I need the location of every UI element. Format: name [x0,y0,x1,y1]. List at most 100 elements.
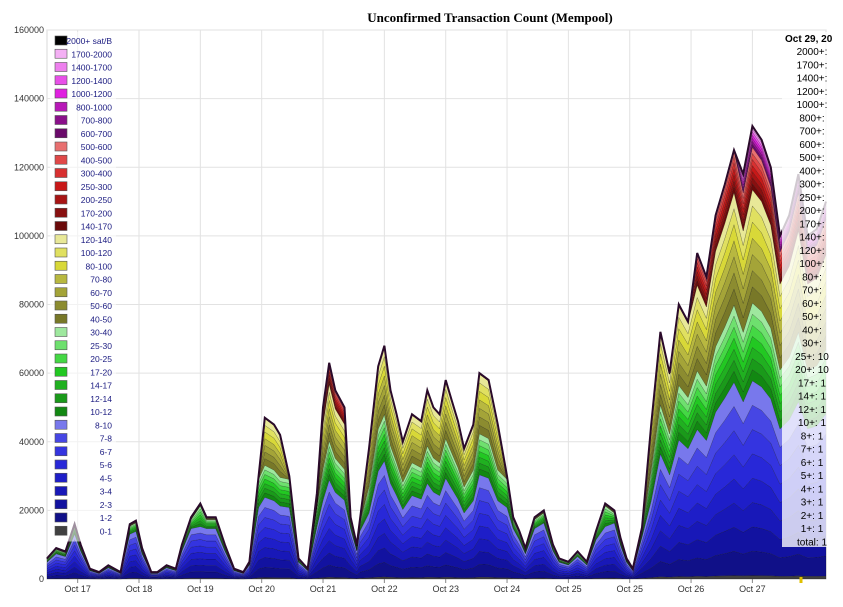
tooltip-row: 40+: [802,325,822,336]
legend-item-label: 12-14 [90,394,112,404]
tooltip-row: 1+: 1 [801,524,824,535]
tooltip-row: 14+: 1 [798,392,827,403]
legend-swatch [54,340,68,351]
legend-item-label: 800-1000 [76,102,112,112]
legend-item-label: 300-400 [81,169,112,179]
chart-title: Unconfirmed Transaction Count (Mempool) [367,10,612,25]
legend-swatch [54,353,68,364]
legend-swatch [54,459,68,470]
legend-swatch [54,194,68,205]
tooltip-row: 12+: 1 [798,405,827,416]
tooltip-row: 400+: [799,166,824,177]
legend-item-label: 250-300 [81,182,112,192]
legend-swatch [54,75,68,86]
tooltip-row: 1000+: [797,100,828,111]
tooltip-row: 2000+: [797,47,828,58]
legend-item-label: 500-600 [81,142,112,152]
legend-swatch [54,393,68,404]
y-tick-label: 160000 [14,25,44,35]
legend: 2000+ sat/B 1700-2000 1400-1700 1200-1400 10… [50,32,116,542]
tooltip-row: total: 1 [797,537,827,548]
tooltip-row: 120+: [799,246,824,257]
tooltip-row: 10+: 1 [798,418,827,429]
legend-swatch [54,141,68,152]
y-tick-label: 0 [39,574,44,584]
x-tick-label: Oct 23 [432,584,459,594]
tooltip-header: Oct 29, 20 [785,34,833,45]
legend-item-label: 7-8 [100,434,113,444]
legend-item-label: 1200-1400 [71,76,112,86]
legend-item-label: 2000+ sat/B [66,36,112,46]
legend-swatch [54,234,68,245]
y-tick-label: 60000 [19,368,44,378]
y-tick-label: 120000 [14,162,44,172]
x-tick-label: Oct 18 [126,584,153,594]
tooltip-row: 170+: [799,219,824,230]
axis-layer: 0 20000 40000 60000 80000 100000 120000 140000 1… [14,25,766,594]
legend-swatch [54,419,68,430]
legend-item-label: 400-500 [81,155,112,165]
tooltip-row: 30+: [802,339,822,350]
legend-swatch [54,366,68,377]
tooltip-row: 7+: 1 [801,445,824,456]
legend-swatch [54,101,68,112]
legend-item-label: 5-6 [100,460,113,470]
legend-swatch [54,446,68,457]
y-tick-label: 20000 [19,505,44,515]
legend-swatch [54,260,68,271]
legend-swatch [54,247,68,258]
tooltip-row: 1700+: [797,60,828,71]
legend-swatch [54,287,68,298]
legend-item-label: 1700-2000 [71,49,112,59]
legend-swatch [54,181,68,192]
legend-swatch [54,274,68,284]
legend-swatch [54,313,68,324]
tooltip-row: 1400+: [797,74,828,85]
area-band-0-1 [46,575,827,580]
tooltip-row: 250+: [799,193,824,204]
legend-swatch [54,88,68,99]
stacked-area-layer [46,123,827,580]
legend-item-label: 170-200 [81,208,112,218]
x-tick-label: Oct 27 [739,584,766,594]
legend-swatch [54,499,68,510]
legend-swatch [54,168,68,178]
area-band-2-3 [46,526,827,579]
legend-item-label: 17-20 [90,367,112,377]
x-tick-label: Oct 25 [616,584,643,594]
x-tick-label: Oct 19 [187,584,214,594]
legend-item-label: 600-700 [81,129,112,139]
tooltip-row: 200+: [799,206,824,217]
tooltip-row: 3+: 1 [801,498,824,509]
legend-item-label: 200-250 [81,195,112,205]
tooltip-row: 25+: 10 [795,352,829,363]
tooltip-row: 8+: 1 [801,431,824,442]
legend-item-label: 120-140 [81,235,112,245]
tooltip-row: 60+: [802,299,822,310]
legend-swatch [54,327,68,337]
legend-swatch [54,525,68,536]
y-tick-label: 100000 [14,231,44,241]
tooltip-panel [782,32,842,547]
legend-item-label: 140-170 [81,222,112,232]
tooltip-row: 300+: [799,180,824,191]
tooltip-row: 700+: [799,127,824,138]
legend-item-label: 3-4 [100,487,113,497]
legend-item-label: 80-100 [86,261,113,271]
legend-swatch [54,380,68,390]
tooltip-row: 500+: [799,153,824,164]
legend-item-label: 30-40 [90,328,112,338]
legend-item-label: 4-5 [100,473,113,483]
tooltip-row: 4+: 1 [801,484,824,495]
x-tick-label: Oct 21 [310,584,337,594]
legend-swatch [54,48,68,59]
legend-item-label: 25-30 [90,341,112,351]
legend-swatch [54,207,68,218]
legend-item-label: 1400-1700 [71,63,112,73]
legend-item-label: 70-80 [90,275,112,285]
tooltip-row: 100+: [799,259,824,270]
tooltip-row: 2+: 1 [801,511,824,522]
legend-swatch [54,406,68,417]
legend-item-label: 10-12 [90,407,112,417]
